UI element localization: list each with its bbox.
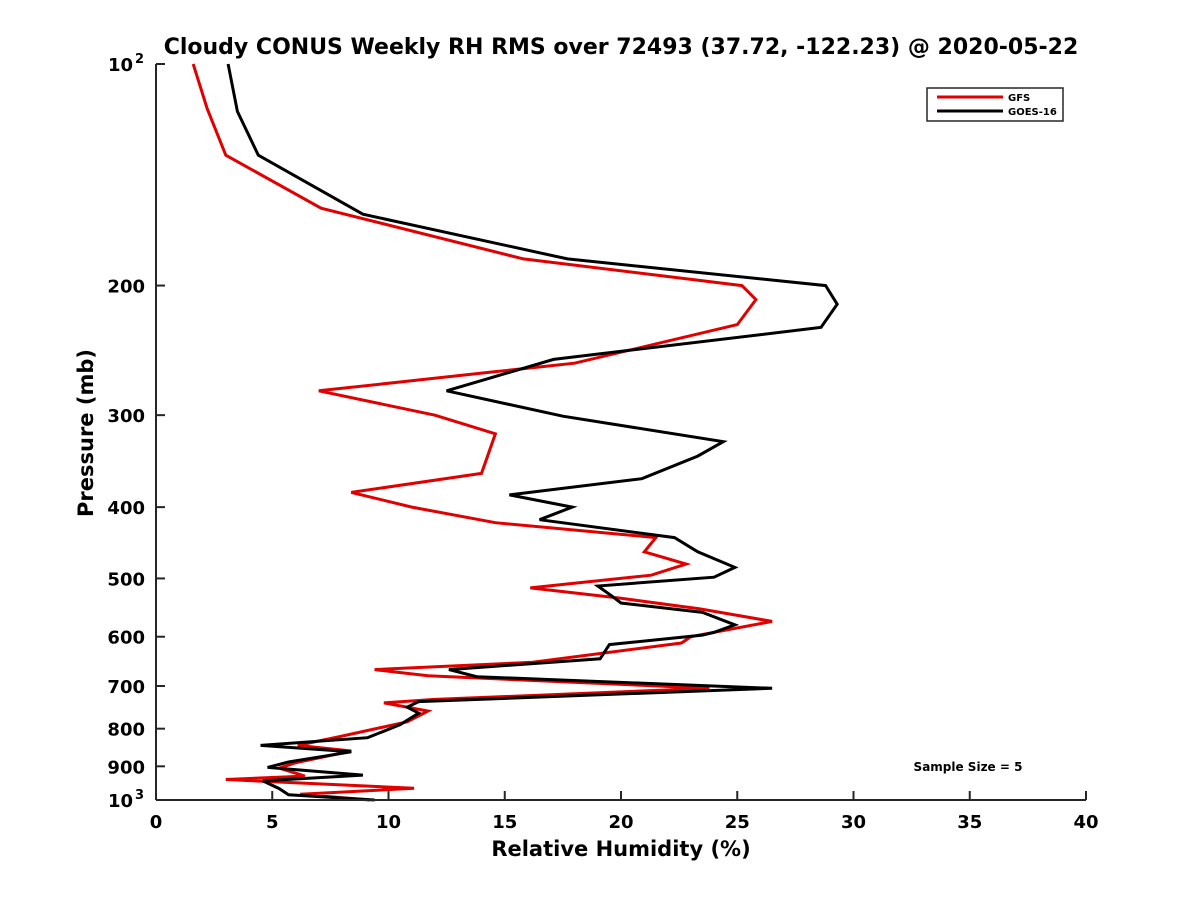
x-tick-label: 0 [150, 812, 163, 833]
y-tick-label: 200 [107, 277, 145, 298]
legend-box [926, 87, 1064, 122]
legend-label: GOES-16 [1008, 107, 1057, 118]
series-line-goes16 [226, 63, 839, 802]
x-tick-label: 5 [266, 812, 279, 833]
y-tick-label: 700 [107, 677, 145, 698]
y-tick-label: 10 [108, 791, 133, 812]
y-tick-label: 400 [107, 498, 145, 519]
sample-size-annotation: Sample Size = 5 [914, 760, 1023, 774]
y-tick-label: 900 [107, 757, 145, 778]
x-tick-label: 35 [957, 812, 982, 833]
x-tick-label: 10 [376, 812, 401, 833]
chart-title: Cloudy CONUS Weekly RH RMS over 72493 (3… [164, 35, 1079, 60]
y-tick-label: 500 [107, 569, 145, 590]
x-axis-label: Relative Humidity (%) [491, 837, 750, 861]
y-tick-label: 600 [107, 628, 145, 649]
legend: GFS GOES-16 [926, 87, 1064, 122]
y-tick-label: 10 [108, 55, 133, 76]
x-tick-label: 25 [725, 812, 750, 833]
y-tick-label: 300 [107, 406, 145, 427]
x-tick-label: 15 [492, 812, 517, 833]
y-tick-exponent: 3 [135, 788, 144, 803]
legend-label: GFS [1008, 93, 1030, 104]
x-tick-label: 40 [1073, 812, 1098, 833]
x-tick-label: 30 [841, 812, 866, 833]
y-axis-label: Pressure (mb) [74, 349, 98, 517]
y-tick-exponent: 2 [135, 52, 144, 67]
y-tick-label: 800 [107, 720, 145, 741]
x-tick-label: 20 [608, 812, 633, 833]
